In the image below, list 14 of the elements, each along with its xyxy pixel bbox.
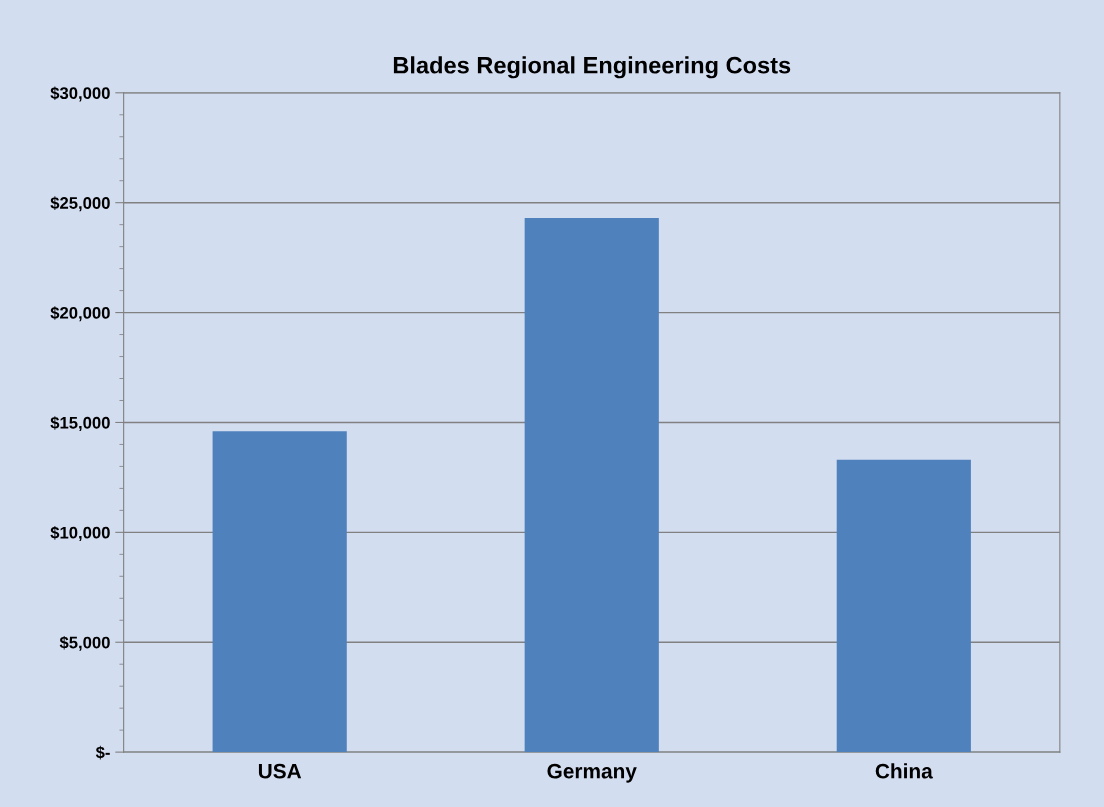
bar	[212, 431, 347, 753]
y-tick-label: $10,000	[50, 526, 110, 541]
y-tick-label: $20,000	[50, 306, 110, 322]
y-tick-label: $30,000	[50, 86, 110, 102]
x-tick-label: USA	[258, 763, 302, 779]
bar	[836, 459, 971, 753]
y-tick-label: $-	[95, 745, 110, 760]
y-tick-label: $25,000	[50, 196, 110, 212]
x-tick-label: Germany	[547, 763, 637, 783]
chart-title: Blades Regional Engineering Costs	[393, 56, 791, 79]
x-tick-label: China	[875, 763, 933, 779]
bar	[524, 218, 659, 753]
y-tick-label: $5,000	[59, 635, 110, 651]
y-tick-label: $15,000	[50, 416, 110, 432]
